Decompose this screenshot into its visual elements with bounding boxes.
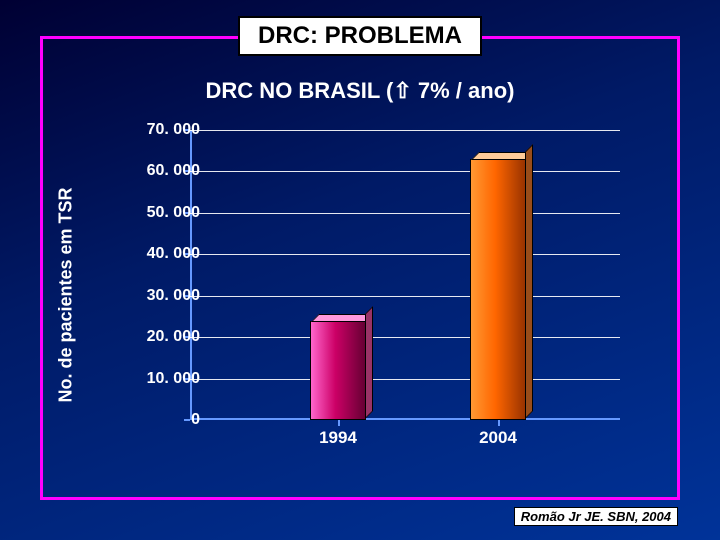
y-tick-label: 10. 000 <box>110 370 200 388</box>
bar-top-face <box>471 152 533 160</box>
y-axis-label: No. de pacientes em TSR <box>56 187 77 402</box>
y-tick-label: 50. 000 <box>110 204 200 222</box>
bar-side-face <box>525 144 533 419</box>
y-tick-label: 60. 000 <box>110 162 200 180</box>
bar-2004 <box>470 159 526 420</box>
gridline <box>190 379 620 380</box>
y-tick-label: 20. 000 <box>110 328 200 346</box>
y-tick-label: 40. 000 <box>110 245 200 263</box>
bar-1994 <box>310 321 366 420</box>
gridline <box>190 296 620 297</box>
gridline <box>190 130 620 131</box>
chart-subtitle: DRC NO BRASIL (⇧ 7% / ano) <box>0 78 720 104</box>
x-axis <box>190 418 620 420</box>
y-tick-label: 0 <box>110 411 200 429</box>
gridline <box>190 337 620 338</box>
gridline <box>190 213 620 214</box>
x-tick-label: 2004 <box>458 428 538 448</box>
plot-area <box>190 130 620 420</box>
y-tick-label: 30. 000 <box>110 287 200 305</box>
gridline <box>190 171 620 172</box>
gridline <box>190 254 620 255</box>
page-title: DRC: PROBLEMA <box>238 16 482 56</box>
bar-top-face <box>311 314 373 322</box>
citation: Romão Jr JE. SBN, 2004 <box>514 507 678 526</box>
x-tick-mark <box>338 420 340 426</box>
bar-side-face <box>365 306 373 419</box>
x-tick-mark <box>498 420 500 426</box>
x-tick-label: 1994 <box>298 428 378 448</box>
y-tick-label: 70. 000 <box>110 121 200 139</box>
chart: No. de pacientes em TSR 010. 00020. 0003… <box>80 130 640 460</box>
